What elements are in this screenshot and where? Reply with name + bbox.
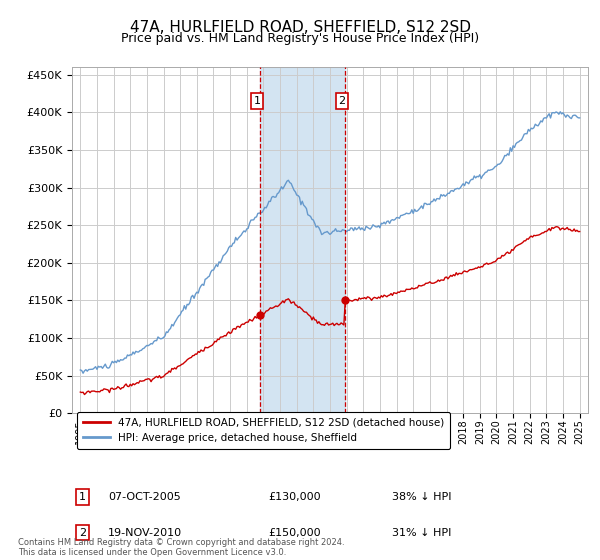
Bar: [260, 67, 344, 413]
Text: 19-NOV-2010: 19-NOV-2010: [108, 528, 182, 538]
Text: 2: 2: [338, 96, 346, 106]
Text: 2: 2: [79, 528, 86, 538]
Text: 38% ↓ HPI: 38% ↓ HPI: [392, 492, 451, 502]
Text: £150,000: £150,000: [268, 528, 321, 538]
Text: 1: 1: [79, 492, 86, 502]
Text: 1: 1: [254, 96, 260, 106]
Text: 47A, HURLFIELD ROAD, SHEFFIELD, S12 2SD: 47A, HURLFIELD ROAD, SHEFFIELD, S12 2SD: [130, 20, 470, 35]
Legend: 47A, HURLFIELD ROAD, SHEFFIELD, S12 2SD (detached house), HPI: Average price, de: 47A, HURLFIELD ROAD, SHEFFIELD, S12 2SD …: [77, 412, 451, 449]
Text: 31% ↓ HPI: 31% ↓ HPI: [392, 528, 451, 538]
Text: 07-OCT-2005: 07-OCT-2005: [108, 492, 181, 502]
Text: Contains HM Land Registry data © Crown copyright and database right 2024.
This d: Contains HM Land Registry data © Crown c…: [18, 538, 344, 557]
Text: £130,000: £130,000: [268, 492, 321, 502]
Text: Price paid vs. HM Land Registry's House Price Index (HPI): Price paid vs. HM Land Registry's House …: [121, 32, 479, 45]
